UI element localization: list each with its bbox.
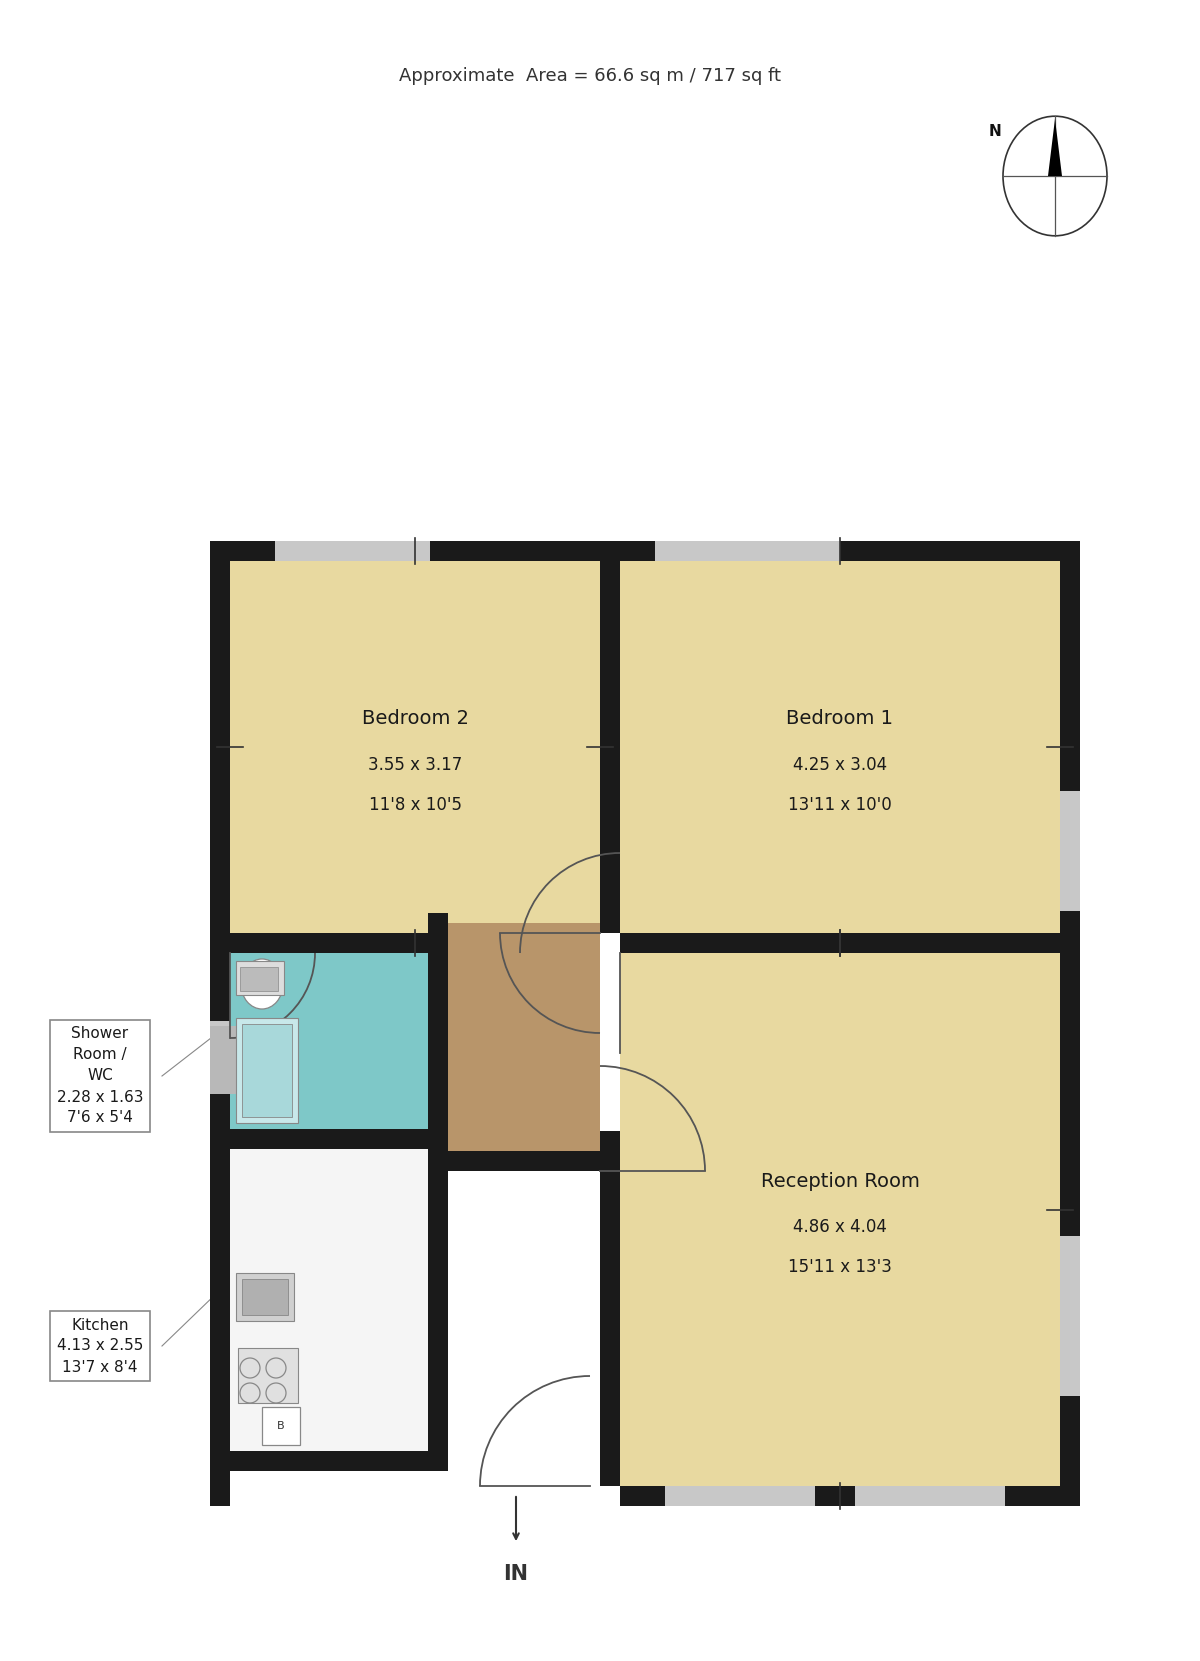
Bar	[242, 1023, 292, 1116]
Bar	[242, 1279, 288, 1316]
Text: N: N	[989, 125, 1001, 140]
Bar	[240, 967, 278, 992]
Bar	[856, 1487, 1006, 1507]
Text: 3.55 x 3.17: 3.55 x 3.17	[368, 756, 462, 774]
Bar	[620, 933, 1060, 953]
Bar	[428, 1129, 448, 1171]
Ellipse shape	[241, 958, 283, 1008]
Bar	[210, 541, 230, 1507]
Bar	[428, 914, 448, 1472]
Bar	[448, 924, 600, 1151]
Bar	[275, 541, 430, 561]
Text: Bedroom 1: Bedroom 1	[786, 709, 894, 729]
Polygon shape	[1048, 120, 1062, 176]
Bar	[600, 1131, 620, 1487]
Bar	[210, 933, 444, 953]
Bar	[210, 1452, 432, 1472]
Bar	[230, 1129, 428, 1452]
Bar	[665, 1487, 815, 1507]
Text: 4.25 x 3.04: 4.25 x 3.04	[793, 756, 887, 774]
Bar	[230, 933, 428, 1129]
Bar	[655, 541, 840, 561]
Bar	[236, 962, 284, 995]
Text: Reception Room: Reception Room	[761, 1173, 919, 1191]
Bar	[238, 1349, 298, 1404]
Bar	[210, 541, 1080, 561]
Bar	[600, 561, 620, 933]
Bar	[262, 1407, 300, 1445]
Text: 4.86 x 4.04: 4.86 x 4.04	[793, 1219, 887, 1236]
Bar	[620, 933, 1060, 1487]
Text: Kitchen
4.13 x 2.55
13'7 x 8'4: Kitchen 4.13 x 2.55 13'7 x 8'4	[56, 1317, 143, 1375]
Text: Approximate  Area = 66.6 sq m / 717 sq ft: Approximate Area = 66.6 sq m / 717 sq ft	[398, 66, 781, 85]
Bar	[210, 1129, 432, 1149]
Bar	[210, 1022, 230, 1091]
Bar	[1060, 1236, 1080, 1395]
Text: 11'8 x 10'5: 11'8 x 10'5	[368, 796, 462, 814]
Bar	[442, 1483, 590, 1508]
Bar	[230, 561, 600, 933]
Text: 15'11 x 13'3: 15'11 x 13'3	[788, 1259, 892, 1277]
Bar	[448, 1151, 600, 1171]
Text: 13'11 x 10'0: 13'11 x 10'0	[788, 796, 892, 814]
Text: B: B	[277, 1422, 284, 1432]
Bar	[210, 1026, 240, 1095]
Bar	[1060, 541, 1080, 1507]
Bar	[236, 1018, 298, 1123]
Bar	[236, 1272, 294, 1320]
Bar	[1060, 791, 1080, 910]
Text: Shower
Room /
WC
2.28 x 1.63
7'6 x 5'4: Shower Room / WC 2.28 x 1.63 7'6 x 5'4	[56, 1026, 143, 1126]
Text: IN: IN	[504, 1565, 528, 1585]
Bar	[620, 1487, 1060, 1507]
Text: Bedroom 2: Bedroom 2	[361, 709, 468, 729]
Bar	[620, 561, 1060, 933]
